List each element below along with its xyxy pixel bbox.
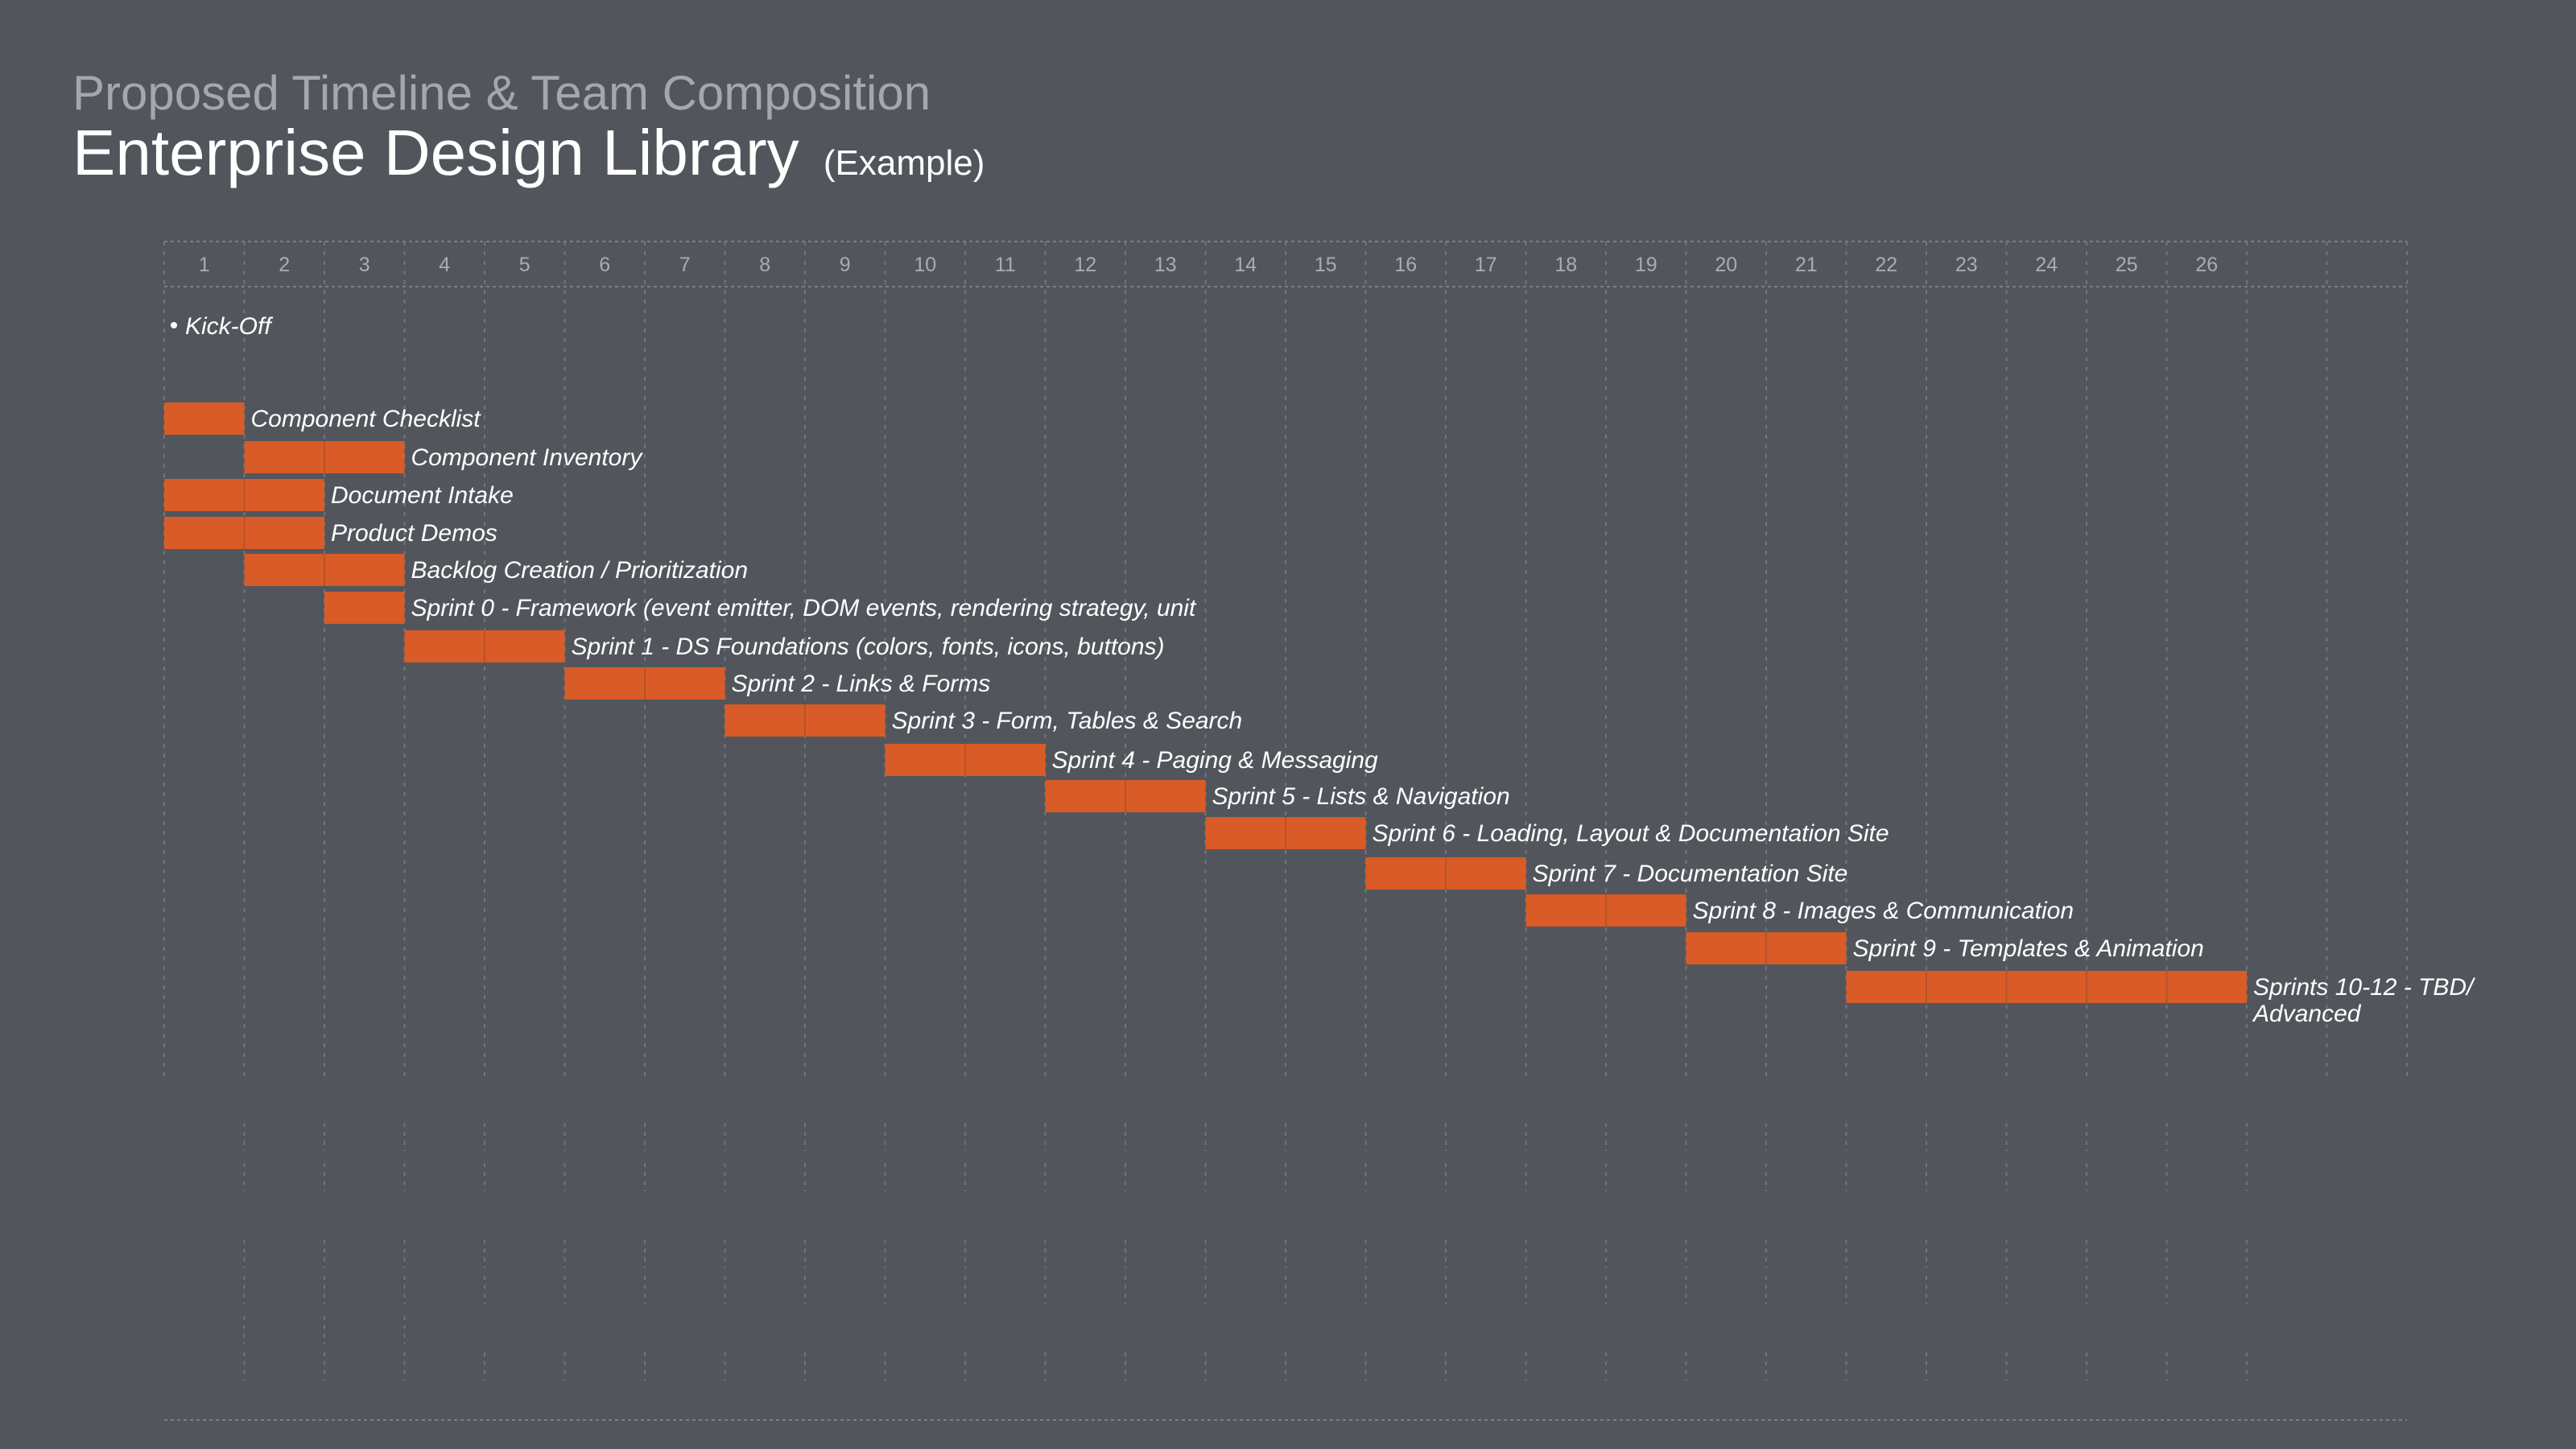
week-label: 1	[199, 254, 210, 276]
week-label: 20	[1715, 254, 1737, 276]
task-label-line: Sprint 8 - Images & Communication	[1693, 898, 2074, 924]
week-label: 24	[2035, 254, 2058, 276]
task-label-line: Sprint 7 - Documentation Site	[1533, 861, 1848, 887]
task-label-line: Backlog Creation / Prioritization	[411, 557, 749, 584]
week-label: 12	[1074, 254, 1096, 276]
milestone-marker	[171, 322, 177, 328]
task-label-line: Sprint 1 - DS Foundations (colors, fonts…	[572, 634, 1165, 660]
task-label: Sprint 8 - Images & Communication	[1693, 898, 2074, 924]
week-label: 17	[1475, 254, 1497, 276]
week-label: 4	[439, 254, 450, 276]
task-label-line: Sprint 2 - Links & Forms	[732, 671, 991, 697]
milestone-label: Kick-Off	[185, 313, 273, 340]
week-label: 13	[1154, 254, 1177, 276]
task-label: Component Checklist	[251, 406, 482, 432]
title-text: Enterprise Design Library	[72, 117, 799, 188]
week-label: 5	[519, 254, 530, 276]
task-label: Sprint 0 - Framework (event emitter, DOM…	[411, 595, 1197, 621]
task-label-line: Advanced	[2252, 1001, 2362, 1027]
task-label-line: Sprint 3 - Form, Tables & Search	[892, 708, 1243, 734]
task-label: Sprint 5 - Lists & Navigation	[1212, 783, 1510, 810]
task-label-line: Sprints 10-12 - TBD/	[2253, 974, 2475, 1001]
week-label: 23	[1955, 254, 1978, 276]
title-note: (Example)	[823, 143, 985, 183]
week-label: 7	[679, 254, 691, 276]
week-label: 15	[1315, 254, 1337, 276]
task-label: Sprint 4 - Paging & Messaging	[1052, 747, 1379, 774]
task-label-line: Sprint 4 - Paging & Messaging	[1052, 747, 1379, 774]
task-label: Sprint 3 - Form, Tables & Search	[892, 708, 1243, 734]
week-label: 2	[279, 254, 290, 276]
week-label: 8	[759, 254, 770, 276]
page-title: Enterprise Design Library (Example)	[72, 121, 985, 185]
task-label: Sprint 7 - Documentation Site	[1533, 861, 1848, 887]
task-label-line: Sprint 0 - Framework (event emitter, DOM…	[411, 595, 1197, 621]
week-label: 25	[2116, 254, 2138, 276]
week-label: 21	[1795, 254, 1818, 276]
task-label-line: Document Intake	[331, 482, 514, 509]
week-label: 26	[2195, 254, 2218, 276]
page-subtitle: Proposed Timeline & Team Composition	[72, 66, 931, 120]
task-label: Sprint 1 - DS Foundations (colors, fonts…	[572, 634, 1165, 660]
task-label: Sprint 9 - Templates & Animation	[1853, 935, 2204, 962]
week-label: 11	[995, 254, 1016, 276]
week-label: 16	[1394, 254, 1417, 276]
task-bar	[324, 592, 405, 624]
task-label: Document Intake	[331, 482, 514, 509]
week-label: 10	[914, 254, 936, 276]
task-label-line: Sprint 6 - Loading, Layout & Documentati…	[1373, 820, 1889, 847]
task-label-line: Sprint 5 - Lists & Navigation	[1212, 783, 1510, 810]
week-label: 6	[599, 254, 610, 276]
week-label: 3	[359, 254, 370, 276]
task-label: Sprint 2 - Links & Forms	[732, 671, 991, 697]
week-label: 22	[1875, 254, 1897, 276]
week-label: 9	[840, 254, 851, 276]
task-label-line: Sprint 9 - Templates & Animation	[1853, 935, 2204, 962]
task-label-line: Component Inventory	[411, 444, 644, 471]
task-label: Sprints 10-12 - TBD/Advanced	[2252, 974, 2475, 1027]
task-bar	[1846, 971, 2247, 1003]
task-label-line: Product Demos	[331, 520, 497, 547]
task-label-line: Component Checklist	[251, 406, 482, 432]
week-label: 14	[1234, 254, 1257, 276]
task-label: Sprint 6 - Loading, Layout & Documentati…	[1373, 820, 1889, 847]
week-label: 19	[1635, 254, 1657, 276]
task-label: Component Inventory	[411, 444, 644, 471]
task-label: Product Demos	[331, 520, 497, 547]
task-bar	[164, 402, 245, 435]
week-label: 18	[1554, 254, 1577, 276]
task-label: Backlog Creation / Prioritization	[411, 557, 749, 584]
